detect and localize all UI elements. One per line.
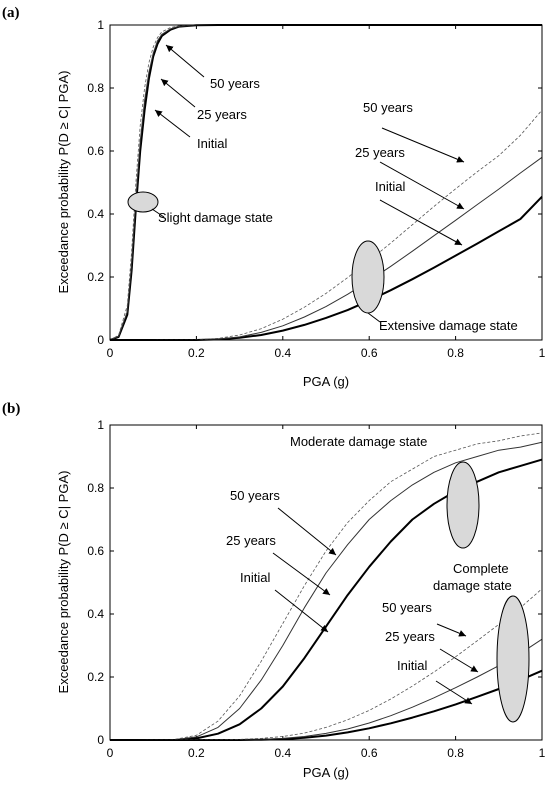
panel-a-xtick-label: 1 [539, 346, 546, 360]
panel-b-ticks: 0 0.2 0.4 0.6 0.8 1 0 0.2 0.4 0.6 0.8 1 [87, 418, 545, 760]
arrow-b-mod-50 [277, 507, 337, 556]
panel-a-xlabel: PGA (g) [303, 374, 349, 389]
panel-b-ytick-label: 0 [97, 733, 104, 747]
panel-b-xtick-label: 1 [539, 746, 546, 760]
panel-a-ytick-label: 0.6 [87, 144, 104, 158]
panel-a-xtick-label: 0.4 [274, 346, 291, 360]
panel-b-xtick-label: 0.4 [274, 746, 291, 760]
ann-b-comp-state-2: damage state [433, 578, 512, 593]
ann-b-mod-50: 50 years [230, 488, 280, 503]
extensive-damage-ellipse [351, 240, 385, 314]
panel-b-xtick-label: 0.2 [188, 746, 205, 760]
moderate-damage-ellipse [446, 461, 480, 549]
arrow-a-slight-initial [154, 109, 191, 138]
arrow-a-ext-initial [379, 199, 463, 246]
panel-b-xtick-label: 0 [107, 746, 114, 760]
extensive-leader [367, 312, 381, 323]
panel-b-complete-50-years-line [109, 588, 543, 741]
panel-a-slight-50-years-line [109, 24, 542, 341]
arrow-b-mod-initial [274, 589, 329, 633]
arrow-b-comp-25 [439, 648, 479, 673]
arrow-b-comp-50 [436, 623, 467, 637]
ann-b-comp-state-1: Complete [453, 561, 509, 576]
ann-b-comp-50: 50 years [382, 600, 432, 615]
panel-a-frame [109, 24, 543, 341]
panel-a-ticks: 0 0.2 0.4 0.6 0.8 1 0 0.2 0.4 0.6 0.8 1 [87, 18, 545, 360]
panel-a-xtick-label: 0 [107, 346, 114, 360]
panel-a-ytick-label: 0 [97, 333, 104, 347]
panel-a-ytick-label: 0.4 [87, 207, 104, 221]
panel-b-ytick-label: 0.2 [87, 670, 104, 684]
panel-a-curves [109, 24, 543, 341]
ann-b-mod-state: Moderate damage state [290, 434, 427, 449]
panel-a-xtick-label: 0.8 [447, 346, 464, 360]
panel-b-ytick-label: 0.8 [87, 481, 104, 495]
panel-b-label: (b) [2, 401, 20, 417]
panel-b-ylabel: Exceedance probability P(D ≥ C| PGA) [56, 471, 71, 694]
arrow-a-ext-50 [381, 127, 465, 163]
panel-a-xtick-label: 0.2 [188, 346, 205, 360]
slight-leader [151, 208, 165, 218]
panel-a-ytick-label: 0.2 [87, 270, 104, 284]
arrow-b-mod-25 [272, 552, 331, 596]
ann-a-slight-initial: Initial [197, 136, 227, 151]
panel-b-xlabel: PGA (g) [303, 765, 349, 780]
arrow-b-comp-initial [435, 680, 473, 705]
ann-a-ext-state: Extensive damage state [379, 318, 518, 333]
panel-a-extensive-25-years-line [110, 156, 543, 341]
panel-a-slight-25-years-line [109, 24, 542, 341]
arrow-a-slight-50 [165, 44, 205, 78]
panel-a-ytick-label: 1 [97, 18, 104, 32]
ann-a-slight-state: Slight damage state [158, 210, 273, 225]
panel-a-ytick-label: 0.8 [87, 81, 104, 95]
slight-damage-ellipse [127, 191, 159, 213]
ann-a-slight-50: 50 years [210, 76, 260, 91]
ann-a-ext-initial: Initial [375, 179, 405, 194]
panel-b-moderate-initial-line [110, 458, 543, 741]
ann-a-slight-25: 25 years [197, 107, 247, 122]
arrow-a-ext-25 [379, 161, 465, 210]
ann-a-ext-50: 50 years [363, 100, 413, 115]
panel-b-frame [109, 424, 543, 741]
ann-a-ext-25: 25 years [355, 145, 405, 160]
panel-b-moderate-25-years-line [109, 441, 543, 741]
ann-b-comp-initial: Initial [397, 658, 427, 673]
panel-b-complete-initial-line [110, 669, 543, 741]
arrow-a-slight-25 [160, 78, 196, 108]
panel-b-curves [109, 432, 543, 741]
panel-b-moderate-50-years-line [109, 432, 543, 741]
panel-b-ytick-label: 0.6 [87, 544, 104, 558]
complete-damage-ellipse [496, 595, 530, 723]
panel-a-slight-initial-line [109, 24, 542, 341]
panel-a: (a) 0 0.2 0.4 0.6 0.8 1 0 0.2 0.4 0.6 0.8 1 50 year… [2, 5, 546, 389]
panel-a-xtick-label: 0.6 [361, 346, 378, 360]
ann-b-mod-25: 25 years [226, 533, 276, 548]
panel-b-complete-25-years-line [109, 638, 543, 741]
panel-a-extensive-50-years-line [109, 109, 543, 341]
panel-b-xtick-label: 0.6 [361, 746, 378, 760]
ann-b-comp-25: 25 years [385, 629, 435, 644]
panel-a-ylabel: Exceedance probability P(D ≥ C| PGA) [56, 71, 71, 294]
ann-b-mod-initial: Initial [240, 570, 270, 585]
panel-b-ytick-label: 1 [97, 418, 104, 432]
panel-b: (b) 0 0.2 0.4 0.6 0.8 1 0 0.2 0.4 0.6 0.8 1 Moderat… [2, 401, 546, 780]
panel-b-ytick-label: 0.4 [87, 607, 104, 621]
panel-b-xtick-label: 0.8 [447, 746, 464, 760]
panel-a-label: (a) [2, 5, 20, 21]
